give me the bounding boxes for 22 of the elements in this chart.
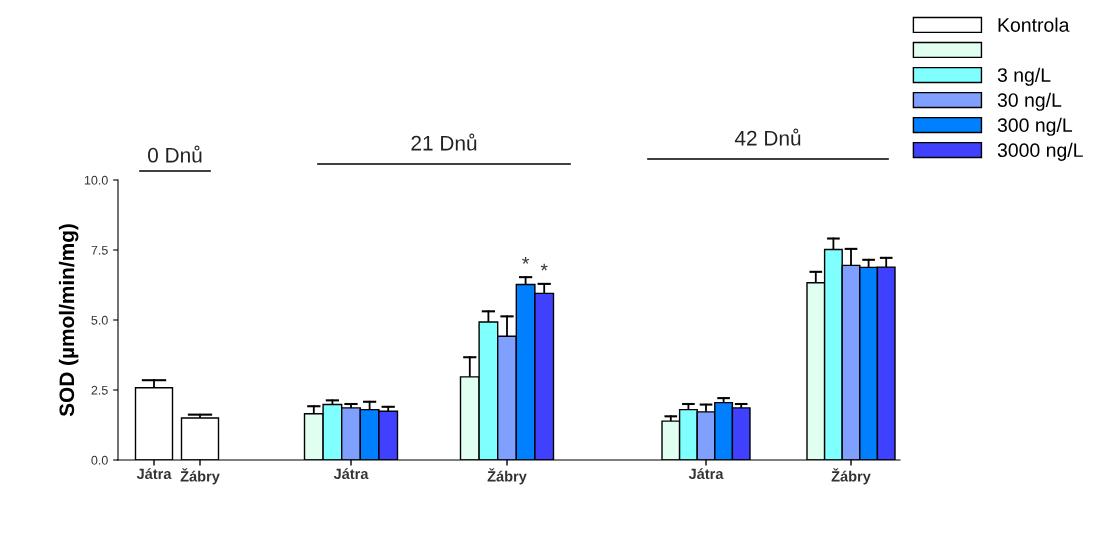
annotation: * [522, 256, 530, 264]
legend-label: 30 ng/L [997, 92, 1062, 111]
x-tick-label: Žábry [831, 468, 871, 485]
x-tick-label: Játra [688, 468, 724, 480]
text: 21 Dnů [411, 133, 477, 151]
y-tick-label: 5.0 [91, 315, 108, 325]
legend-label: 300 ng/L [997, 117, 1073, 136]
y-tick-label: 0.0 [91, 455, 108, 465]
legend-label: 3 ng/L [997, 67, 1051, 86]
x-tick-label: Žábry [487, 468, 527, 485]
y-tick-label: 10.0 [84, 175, 108, 185]
y-tick-label: 2.5 [91, 385, 108, 395]
annotation: * [540, 263, 548, 271]
x-tick-label: Játra [136, 468, 172, 480]
legend-label: Kontrola [998, 17, 1070, 32]
y-axis-title: SOD (µmol/min/mg) [58, 224, 79, 417]
x-tick-label: Žábry [180, 468, 220, 485]
text: 0 Dnů [148, 145, 202, 163]
text: 42 Dnů [734, 128, 801, 146]
legend-label: 3000 ng/L [997, 142, 1083, 161]
y-tick-label: 7.5 [91, 245, 108, 255]
x-tick-label: Játra [333, 468, 369, 480]
